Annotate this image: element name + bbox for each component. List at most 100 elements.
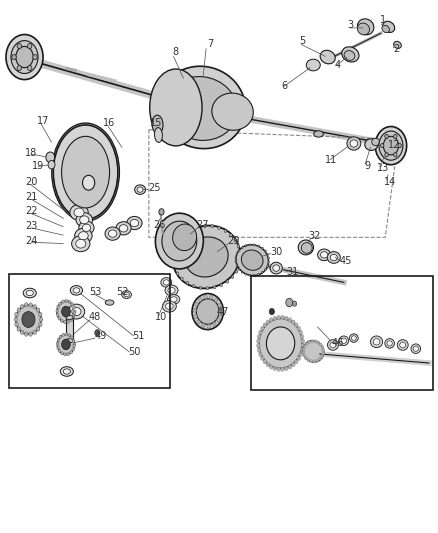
Circle shape — [234, 257, 236, 259]
Circle shape — [22, 312, 35, 327]
Circle shape — [60, 352, 63, 355]
Circle shape — [25, 332, 28, 336]
Text: 50: 50 — [128, 348, 140, 358]
Ellipse shape — [165, 77, 237, 140]
Circle shape — [300, 348, 303, 352]
Ellipse shape — [313, 131, 322, 137]
Circle shape — [237, 264, 240, 267]
Text: 53: 53 — [89, 287, 101, 297]
Circle shape — [14, 317, 18, 321]
Circle shape — [236, 253, 237, 255]
Circle shape — [61, 300, 64, 303]
Circle shape — [384, 134, 388, 139]
Circle shape — [253, 274, 254, 277]
Ellipse shape — [70, 205, 88, 220]
Circle shape — [297, 326, 300, 330]
Ellipse shape — [66, 338, 73, 343]
Text: 24: 24 — [25, 236, 37, 246]
Ellipse shape — [382, 21, 394, 33]
Circle shape — [321, 345, 323, 349]
Text: 2: 2 — [392, 44, 399, 54]
Circle shape — [316, 341, 319, 344]
Circle shape — [321, 349, 324, 352]
Text: 45: 45 — [339, 256, 351, 266]
Circle shape — [268, 309, 274, 315]
Ellipse shape — [105, 300, 114, 305]
Circle shape — [267, 257, 269, 260]
Circle shape — [171, 253, 173, 256]
Circle shape — [261, 247, 263, 249]
Circle shape — [82, 175, 95, 190]
Circle shape — [310, 340, 313, 343]
Circle shape — [186, 281, 188, 285]
Ellipse shape — [300, 243, 311, 253]
Circle shape — [28, 43, 32, 49]
Text: 52: 52 — [116, 287, 129, 297]
Circle shape — [269, 365, 272, 369]
Ellipse shape — [364, 139, 377, 150]
Circle shape — [262, 360, 266, 364]
Text: 31: 31 — [286, 267, 298, 277]
Text: 46: 46 — [330, 338, 343, 349]
Circle shape — [300, 344, 304, 348]
Ellipse shape — [167, 287, 175, 293]
Text: 23: 23 — [25, 221, 37, 231]
Circle shape — [269, 318, 272, 322]
Circle shape — [238, 249, 240, 252]
Circle shape — [213, 286, 215, 289]
Circle shape — [184, 231, 186, 234]
Ellipse shape — [121, 290, 131, 298]
Circle shape — [204, 224, 206, 227]
Circle shape — [392, 134, 396, 139]
Circle shape — [61, 306, 70, 317]
Ellipse shape — [349, 140, 357, 147]
Ellipse shape — [61, 136, 110, 208]
Ellipse shape — [116, 222, 131, 235]
Ellipse shape — [196, 299, 219, 324]
Ellipse shape — [319, 50, 335, 64]
Ellipse shape — [302, 341, 323, 362]
Circle shape — [196, 225, 199, 228]
Ellipse shape — [73, 288, 80, 293]
Circle shape — [180, 277, 183, 280]
Ellipse shape — [386, 341, 392, 346]
Ellipse shape — [137, 187, 143, 192]
Ellipse shape — [172, 225, 240, 288]
Circle shape — [20, 330, 24, 335]
Circle shape — [68, 300, 71, 303]
Text: 47: 47 — [216, 306, 229, 317]
Ellipse shape — [266, 327, 294, 360]
Circle shape — [284, 366, 287, 370]
Circle shape — [171, 260, 173, 263]
Bar — [9, 274, 170, 389]
Circle shape — [241, 247, 243, 249]
Ellipse shape — [74, 208, 84, 217]
Circle shape — [159, 209, 164, 215]
Circle shape — [384, 152, 388, 157]
Ellipse shape — [297, 240, 313, 255]
Ellipse shape — [71, 236, 90, 252]
Circle shape — [198, 297, 201, 302]
Ellipse shape — [53, 125, 117, 219]
Circle shape — [70, 351, 72, 354]
Circle shape — [206, 287, 208, 290]
Text: 25: 25 — [148, 183, 160, 193]
Ellipse shape — [374, 126, 406, 165]
Circle shape — [56, 309, 58, 312]
Circle shape — [67, 352, 69, 356]
Ellipse shape — [370, 336, 382, 348]
Text: 4: 4 — [333, 60, 339, 70]
Circle shape — [302, 354, 305, 357]
Ellipse shape — [70, 286, 82, 295]
Ellipse shape — [74, 228, 92, 243]
Circle shape — [294, 360, 297, 364]
Circle shape — [236, 265, 237, 267]
Circle shape — [298, 352, 302, 357]
Circle shape — [285, 298, 292, 307]
Circle shape — [235, 270, 237, 273]
Ellipse shape — [412, 346, 417, 351]
Ellipse shape — [66, 316, 73, 319]
Circle shape — [288, 318, 291, 322]
Circle shape — [257, 273, 259, 276]
Circle shape — [261, 271, 262, 273]
